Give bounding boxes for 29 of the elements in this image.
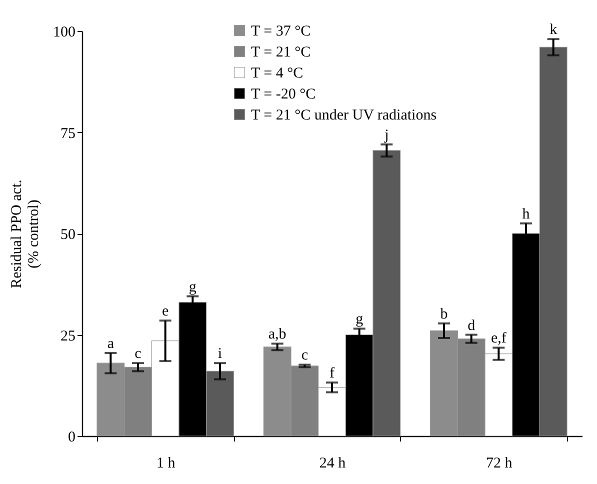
x-tick-label: 1 h (156, 456, 176, 472)
y-tick-label: 100 (53, 24, 76, 40)
y-tick-label: 75 (60, 126, 76, 142)
data-label: i (218, 346, 222, 362)
legend-label: T = 37 °C (251, 24, 311, 40)
data-label: c (134, 346, 142, 362)
data-label: a (107, 336, 114, 352)
y-tick-label: 25 (60, 328, 76, 344)
data-label: f (330, 366, 334, 382)
y-axis-title: Residual PPO act. (% control) (9, 180, 42, 288)
legend-label: T = 21 °C under UV radiations (251, 108, 437, 124)
data-label: b (440, 306, 448, 322)
data-label: e (162, 304, 169, 320)
data-label: e,f (490, 330, 506, 347)
data-label: g (188, 279, 197, 296)
data-label: g (356, 312, 364, 328)
legend-label: T = 4 °C (251, 66, 304, 82)
data-label: h (522, 206, 530, 222)
data-label: j (384, 127, 389, 144)
data-label: c (301, 348, 308, 364)
x-tick-label: 24 h (319, 456, 346, 472)
data-label: k (550, 22, 558, 38)
x-tick-label: 72 h (486, 456, 513, 472)
legend-label: T = 21 °C (251, 44, 311, 60)
data-label: a,b (268, 326, 286, 343)
data-label: d (468, 318, 476, 334)
y-tick-label: 0 (68, 430, 76, 446)
legend-label: T = -20 °C (251, 86, 316, 102)
y-tick-label: 50 (60, 227, 76, 243)
